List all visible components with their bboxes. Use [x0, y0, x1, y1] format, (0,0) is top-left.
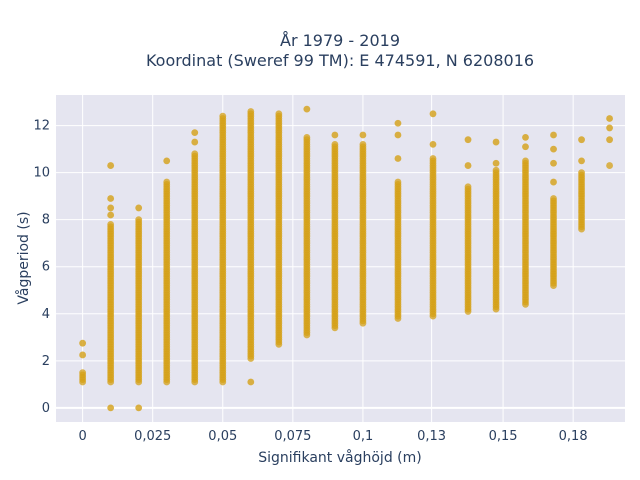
data-point-outlier-col18 — [606, 136, 613, 144]
data-point-col18 — [606, 162, 613, 169]
data-point-outlier-col4 — [191, 138, 199, 146]
data-point-outlier-col15 — [522, 143, 529, 151]
data-point-col10 — [359, 141, 367, 148]
data-points — [79, 105, 613, 412]
x-tick-label-0: 0 — [78, 429, 86, 444]
y-tick-label-3: 6 — [42, 260, 50, 275]
data-point-outlier-col14 — [492, 138, 500, 146]
data-point-col4 — [191, 150, 199, 158]
data-point-outlier-col11 — [394, 119, 402, 127]
data-point-outlier-col0 — [79, 339, 87, 347]
data-point-col9 — [331, 141, 339, 148]
x-tick-label-5: 0,13 — [417, 429, 446, 444]
data-point-outlier-col16 — [550, 131, 557, 139]
data-point-col11 — [394, 178, 402, 186]
data-point-outlier-col18 — [606, 124, 613, 132]
data-point-outlier-col1 — [107, 204, 115, 212]
data-point-col3 — [163, 178, 171, 186]
data-point-outlier-col18 — [606, 115, 613, 122]
data-point-outlier-col4 — [191, 129, 199, 137]
y-tick-label-2: 4 — [42, 307, 50, 322]
data-point-outlier-col13 — [464, 136, 472, 144]
data-point-col12 — [429, 155, 437, 162]
data-point-col16 — [550, 195, 557, 202]
data-point-outlier-col11 — [394, 155, 402, 162]
data-point-outlier-col0 — [79, 351, 87, 359]
chart-title-line-1: År 1979 - 2019 — [280, 31, 400, 50]
data-point-col1 — [107, 220, 115, 228]
data-point-col14 — [492, 166, 500, 174]
data-point-outlier-col11 — [394, 131, 402, 139]
data-point-outlier-col8 — [303, 105, 311, 113]
data-point-outlier-col13 — [464, 162, 472, 169]
data-point-outlier-col1 — [107, 162, 115, 169]
data-point-col6 — [247, 108, 255, 115]
data-point-outlier-col10 — [359, 131, 367, 139]
y-axis-title: Vågperiod (s) — [15, 211, 32, 304]
data-point-outlier-col17 — [578, 136, 585, 144]
data-point-outlier-col15 — [522, 133, 529, 141]
data-point-col7 — [275, 110, 283, 118]
x-tick-label-1: 0,025 — [134, 429, 171, 444]
data-point-outlier-col16 — [550, 159, 557, 167]
data-point-col2 — [135, 216, 143, 224]
data-point-outlier-col2 — [135, 204, 143, 212]
data-point-col13 — [464, 183, 472, 191]
x-tick-labels: 0 0,025 0,05 0,075 0,1 0,13 0,15 0,18 — [78, 429, 587, 444]
data-point-col8 — [303, 133, 311, 141]
data-point-outlier-col1 — [107, 211, 115, 219]
x-tick-label-3: 0,075 — [274, 429, 311, 444]
y-tick-label-5: 10 — [33, 166, 50, 181]
plot-background — [56, 95, 625, 422]
y-tick-labels: 0 2 4 6 8 10 12 — [33, 119, 50, 416]
y-tick-label-0: 0 — [42, 401, 50, 416]
data-point-outlier-col16 — [550, 178, 557, 186]
data-point-outlier-col2 — [135, 404, 143, 412]
data-point-outlier-col3 — [163, 157, 171, 165]
data-point-outlier-col9 — [331, 131, 339, 139]
data-point-outlier-col1 — [107, 195, 115, 202]
y-tick-label-4: 8 — [42, 213, 50, 228]
x-tick-label-6: 0,15 — [489, 429, 518, 444]
x-axis-title: Signifikant våghöjd (m) — [258, 449, 421, 466]
y-tick-label-6: 12 — [33, 119, 50, 134]
data-point-outlier-col14 — [492, 159, 500, 167]
x-tick-label-2: 0,05 — [208, 429, 237, 444]
data-point-col0 — [79, 369, 87, 376]
data-point-outlier-col6 — [247, 378, 255, 386]
data-point-outlier-col12 — [429, 110, 437, 118]
x-tick-label-7: 0,18 — [559, 429, 588, 444]
data-point-outlier-col1 — [107, 404, 115, 412]
data-point-outlier-col17 — [578, 157, 585, 165]
chart-title-line-2: Koordinat (Sweref 99 TM): E 474591, N 62… — [146, 51, 534, 70]
data-point-outlier-col16 — [550, 145, 557, 153]
x-tick-label-4: 0,1 — [353, 429, 374, 444]
data-point-col5 — [219, 112, 227, 120]
data-point-outlier-col12 — [429, 141, 437, 148]
data-point-col17 — [578, 169, 585, 177]
y-tick-label-1: 2 — [42, 354, 50, 369]
data-point-col15 — [522, 157, 529, 165]
